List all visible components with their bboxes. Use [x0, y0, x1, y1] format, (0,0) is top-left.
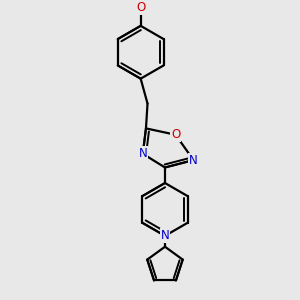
Text: N: N	[138, 147, 147, 160]
Text: N: N	[160, 229, 169, 242]
Text: N: N	[189, 154, 198, 166]
Text: O: O	[136, 1, 145, 14]
Text: O: O	[171, 128, 180, 141]
